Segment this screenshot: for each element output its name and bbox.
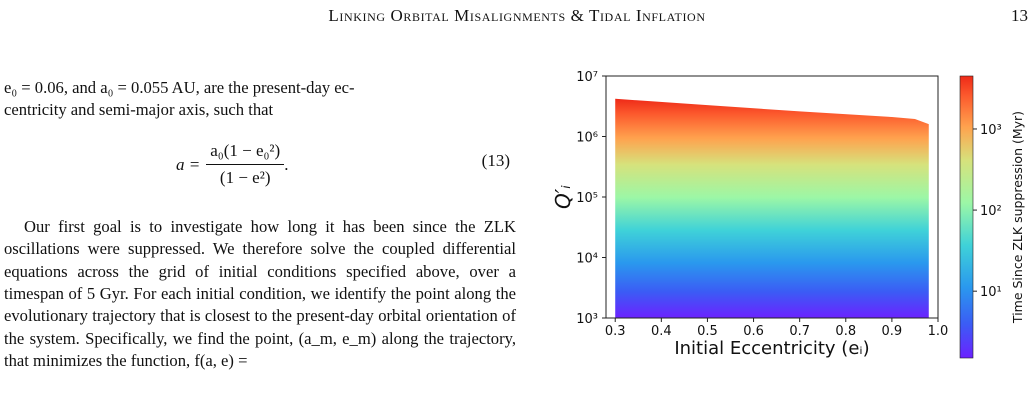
- body-column: e₀ = 0.06, and a₀ = 0.055 AU, are the pr…: [4, 77, 516, 373]
- x-tick-label: 0.9: [882, 324, 903, 339]
- y-axis-label: Q′ᵢ: [551, 185, 575, 209]
- equation-body: a = a₀(1 − e₀²) (1 − e²) .: [176, 140, 288, 190]
- x-tick-label: 1.0: [928, 324, 949, 339]
- y-tick-label: 10⁴: [576, 252, 598, 267]
- y-tick-label: 10⁷: [576, 70, 598, 85]
- equation-fraction: a₀(1 − e₀²) (1 − e²): [206, 140, 285, 190]
- equation-denominator: (1 − e²): [219, 168, 271, 188]
- x-tick-label: 0.3: [605, 324, 626, 339]
- x-tick-label: 0.5: [697, 324, 718, 339]
- paragraph-1-line-1: e₀ = 0.06, and a₀ = 0.055 AU, are the pr…: [4, 78, 355, 97]
- x-tick-label: 0.6: [743, 324, 764, 339]
- paragraph-1: e₀ = 0.06, and a₀ = 0.055 AU, are the pr…: [4, 77, 516, 122]
- running-title: Linking Orbital Misalignments & Tidal In…: [328, 6, 706, 25]
- heatmap-region: [615, 98, 929, 318]
- colorbar: [960, 76, 973, 358]
- equation-numerator: a₀(1 − e₀²): [206, 140, 285, 166]
- equation-number: (13): [481, 150, 510, 170]
- colorbar-label: Time Since ZLK suppression (Myr): [1010, 111, 1025, 324]
- equation-lhs: a =: [176, 154, 201, 174]
- page-number: 13: [1011, 6, 1028, 25]
- y-tick-label: 10³: [576, 312, 598, 327]
- colorbar-frame: [959, 75, 974, 359]
- x-tick-label: 0.8: [835, 324, 856, 339]
- paragraph-1-line-2: centricity and semi-major axis, such tha…: [4, 100, 274, 120]
- x-axis-label: Initial Eccentricity (eᵢ): [674, 338, 869, 359]
- equation-13: a = a₀(1 − e₀²) (1 − e²) . (13): [4, 134, 516, 202]
- colorbar-tick-label: 10²: [980, 204, 1002, 219]
- heatmap-chart: 0.3 0.4 0.5 0.6 0.7 0.8 0.9 1.0 10³ 10⁴ 10⁵ 10⁶ 10⁷ I…: [551, 70, 1025, 359]
- colorbar-tick-label: 10¹: [980, 285, 1002, 300]
- y-tick-label: 10⁵: [576, 191, 598, 206]
- paragraph-2: Our first goal is to investigate how lon…: [4, 216, 516, 371]
- x-tick-label: 0.7: [789, 324, 810, 339]
- y-tick-label: 10⁶: [576, 131, 598, 146]
- equation-period: .: [284, 154, 289, 174]
- figure-zlk-suppression: 0.3 0.4 0.5 0.6 0.7 0.8 0.9 1.0 10³ 10⁴ 10⁵ 10⁶ 10⁷ I…: [540, 58, 1034, 398]
- x-tick-label: 0.4: [651, 324, 672, 339]
- colorbar-tick-label: 10³: [980, 123, 1002, 138]
- page-header: Linking Orbital Misalignments & Tidal In…: [0, 4, 1034, 34]
